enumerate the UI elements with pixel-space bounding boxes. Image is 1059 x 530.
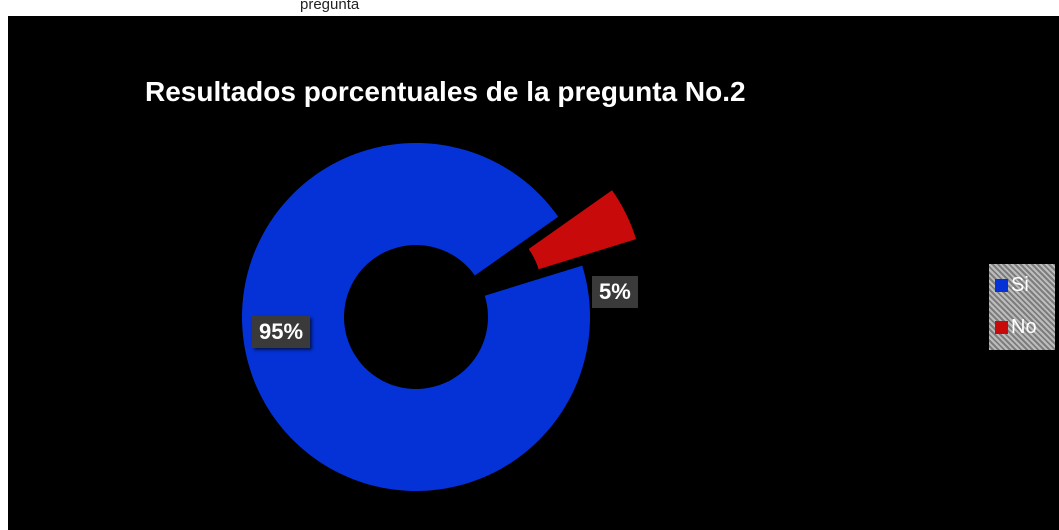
data-label-si: 95% (252, 316, 311, 348)
slice-no (528, 190, 637, 270)
top-text-fragment: pregunta (300, 0, 360, 13)
legend: Si No (989, 264, 1055, 350)
legend-swatch-si (995, 279, 1008, 292)
chart-title: Resultados porcentuales de la pregunta N… (145, 76, 746, 107)
legend-label-si: Si (1011, 274, 1029, 296)
chart-area: Resultados porcentuales de la pregunta N… (8, 16, 1059, 530)
legend-swatch-no (995, 321, 1008, 334)
slice-si (242, 143, 591, 492)
legend-item-no: No (995, 316, 1037, 339)
legend-label-no: No (1011, 316, 1037, 338)
data-label-no: 5% (592, 276, 638, 308)
legend-item-si: Si (995, 274, 1029, 297)
donut-chart (242, 143, 637, 492)
